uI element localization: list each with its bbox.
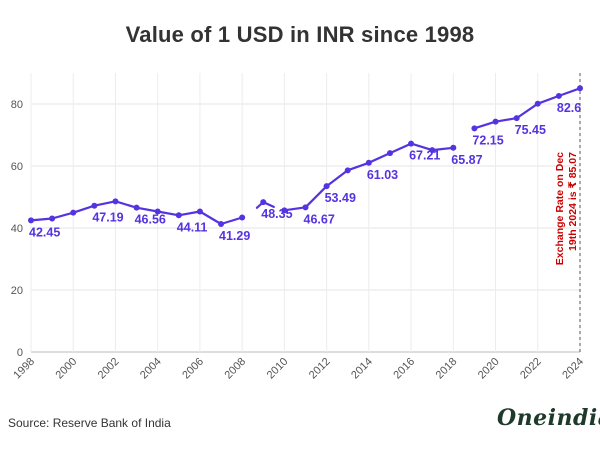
x-tick-label: 2002 — [96, 356, 122, 382]
data-point — [323, 183, 330, 190]
data-label: 75.45 — [515, 123, 546, 137]
chart-title: Value of 1 USD in INR since 1998 — [125, 22, 475, 47]
data-point — [28, 217, 34, 224]
data-point — [239, 214, 246, 221]
data-point — [492, 118, 499, 125]
data-point — [112, 198, 119, 205]
x-tick-label: 2016 — [391, 356, 417, 382]
data-label: 46.56 — [135, 213, 166, 227]
x-tick-label: 2020 — [476, 356, 502, 382]
data-point — [555, 92, 562, 99]
brand-logo: Oneindia — [497, 405, 600, 431]
data-label: 53.49 — [325, 191, 356, 205]
data-point — [260, 199, 267, 206]
data-point — [408, 140, 415, 147]
data-label: 61.03 — [367, 168, 398, 182]
data-point — [344, 167, 351, 174]
x-tick-label: 2010 — [265, 356, 291, 382]
data-label: 42.45 — [29, 225, 60, 239]
data-point — [133, 204, 140, 211]
data-label: 44.11 — [177, 220, 208, 234]
data-point — [196, 208, 203, 215]
data-point — [281, 207, 288, 214]
data-point — [302, 204, 309, 211]
x-tick-label: 2006 — [180, 356, 206, 382]
x-tick-label: 2024 — [560, 356, 586, 382]
x-tick-label: 2022 — [518, 356, 544, 382]
annotation-text: 19th 2024 is ₹ 85.07 — [567, 152, 579, 251]
data-label: 65.87 — [451, 153, 482, 167]
data-point — [577, 85, 583, 92]
data-point — [365, 159, 372, 166]
data-label: 72.15 — [472, 133, 503, 147]
series-line-segment — [473, 87, 582, 130]
data-point — [471, 125, 478, 132]
series-lines — [29, 87, 582, 226]
data-point — [429, 147, 436, 154]
data-point — [91, 202, 98, 209]
data-point — [49, 215, 56, 222]
y-tick-label: 0 — [17, 347, 23, 359]
data-point — [386, 150, 393, 157]
x-tick-label: 2008 — [222, 356, 248, 382]
data-points — [28, 85, 583, 228]
y-tick-label: 60 — [11, 161, 23, 173]
x-tick-label: 2004 — [138, 356, 164, 382]
data-label: 41.29 — [219, 229, 250, 243]
data-point — [450, 144, 457, 151]
data-point — [513, 115, 520, 122]
data-label: 47.19 — [92, 211, 123, 225]
y-tick-label: 20 — [11, 285, 23, 297]
annotation: Exchange Rate on Dec 19th 2024 is ₹ 85.07 — [554, 73, 581, 352]
annotation-text: Exchange Rate on Dec — [554, 152, 566, 265]
x-tick-label: 2000 — [54, 356, 80, 382]
data-label: 46.67 — [304, 212, 335, 226]
data-label: 82.6 — [557, 101, 581, 115]
data-point — [534, 100, 541, 107]
data-point — [218, 221, 225, 228]
x-tick-label: 1998 — [11, 356, 37, 382]
x-tick-label: 2012 — [307, 356, 333, 382]
data-label: 67.21 — [409, 149, 440, 163]
data-point — [70, 209, 77, 216]
data-labels: 42.45 47.19 46.56 44.11 41.29 48.35 46.67 53.49… — [29, 101, 581, 243]
y-tick-label: 80 — [11, 99, 23, 111]
source-note: Source: Reserve Bank of India — [8, 416, 171, 430]
data-point — [175, 212, 182, 219]
data-label: 48.35 — [261, 207, 292, 221]
x-tick-label: 2018 — [434, 356, 460, 382]
x-tick-label: 2014 — [349, 356, 375, 382]
y-tick-label: 40 — [11, 223, 23, 235]
data-point — [154, 208, 161, 215]
